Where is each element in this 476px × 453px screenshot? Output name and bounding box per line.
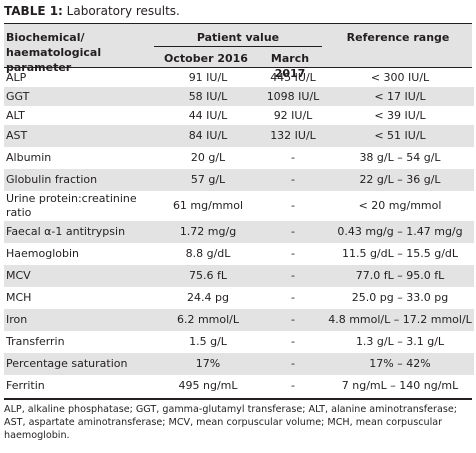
patient-value-header: Patient value: [196, 31, 280, 44]
parameter-cell: Percentage saturation: [4, 353, 156, 375]
table-row: Faecal α-1 antitrypsin 1.72 mg/g -0.43 mg/…: [4, 221, 474, 243]
reference-range-cell: 25.0 pg – 33.0 pg: [351, 291, 449, 304]
march-value-cell: -: [291, 291, 295, 304]
parameter-cell: AST: [4, 125, 156, 147]
parameter-cell: Urine protein:creatinine ratio: [6, 192, 137, 219]
table-row: Urine protein:creatinine ratio 61 mg/mmol…: [4, 191, 474, 221]
october-value-cell: 495 ng/mL: [178, 379, 238, 392]
october-value-cell: 1.5 g/L: [189, 335, 227, 348]
caption-text: Laboratory results.: [62, 4, 180, 18]
table-row: Albumin 20 g/L - 38 g/L – 54 g/L: [4, 147, 474, 169]
october-value-cell: 24.4 pg: [187, 291, 229, 304]
parameter-cell: ALP: [6, 70, 27, 84]
march-value-cell: 92 IU/L: [273, 108, 313, 122]
table-row: GGT 58 IU/L 1098 IU/L < 17 IU/L: [4, 87, 474, 106]
table-footnote: ALP, alkaline phosphatase; GGT, gamma-gl…: [4, 404, 458, 441]
march-value-cell: -: [291, 247, 295, 260]
march-value-cell: -: [291, 199, 295, 212]
table-row: Haemoglobin 8.8 g/dL - 11.5 g/dL – 15.5 g/d…: [4, 243, 474, 265]
reference-range-cell: 22 g/L – 36 g/L: [326, 169, 474, 191]
october-value-cell: 75.6 fL: [156, 265, 260, 287]
reference-range-cell: 1.3 g/L – 3.1 g/L: [355, 335, 445, 348]
october-value-cell: 6.2 mmol/L: [156, 309, 260, 331]
reference-range-cell: < 51 IU/L: [326, 125, 474, 147]
march-value-cell: -: [260, 265, 326, 287]
parameter-cell: Haemoglobin: [6, 247, 80, 260]
table-row: ALP 91 IU/L 445 IU/L < 300 IU/L: [4, 68, 474, 87]
march-value-cell: 132 IU/L: [260, 125, 326, 147]
parameter-cell: MCV: [4, 265, 156, 287]
table-header: Biochemical/ haematological parameter Pa…: [4, 24, 472, 80]
march-value-cell: -: [291, 151, 295, 164]
parameter-cell: Transferrin: [6, 335, 65, 348]
reference-range-cell: 38 g/L – 54 g/L: [359, 151, 441, 164]
reference-range-cell: 11.5 g/dL – 15.5 g/dL: [341, 247, 459, 260]
parameter-cell: ALT: [6, 108, 25, 122]
reference-range-cell: 7 ng/mL – 140 ng/mL: [341, 379, 459, 392]
table-row: Iron 6.2 mmol/L -4.8 mmol/L – 17.2 mmol/L: [4, 309, 474, 331]
parameter-cell: MCH: [6, 291, 32, 304]
reference-range-cell: < 300 IU/L: [370, 70, 430, 84]
reference-range-cell: < 20 mg/mmol: [358, 199, 442, 212]
table-caption: TABLE 1: Laboratory results.: [4, 3, 180, 19]
table-row: AST 84 IU/L 132 IU/L < 51 IU/L: [4, 125, 474, 147]
table-row: MCV 75.6 fL -77.0 fL – 95.0 fL: [4, 265, 474, 287]
parameter-cell: Albumin: [6, 151, 52, 164]
march-value-cell: -: [260, 353, 326, 375]
march-2017-header: March 2017: [270, 52, 310, 80]
table-row: Ferritin 495 ng/mL - 7 ng/mL – 140 ng/mL: [4, 375, 474, 397]
october-value-cell: 58 IU/L: [156, 87, 260, 106]
march-value-cell: -: [291, 335, 295, 348]
reference-range-cell: 17% – 42%: [326, 353, 474, 375]
october-value-cell: 57 g/L: [156, 169, 260, 191]
october-value-cell: 17%: [156, 353, 260, 375]
october-2016-header: October 2016: [164, 52, 248, 65]
reference-range-cell: < 39 IU/L: [374, 108, 426, 122]
top-rule: [4, 23, 472, 25]
patient-value-underline: [154, 46, 322, 47]
table-row: Globulin fraction 57 g/L -22 g/L – 36 g/L: [4, 169, 474, 191]
table-row: ALT 44 IU/L 92 IU/L < 39 IU/L: [4, 106, 474, 125]
reference-range-header: Reference range: [346, 31, 450, 44]
reference-range-cell: 0.43 mg/g – 1.47 mg/g: [326, 221, 474, 243]
october-value-cell: 8.8 g/dL: [185, 247, 231, 260]
october-value-cell: 20 g/L: [190, 151, 226, 164]
march-value-cell: -: [260, 169, 326, 191]
header-rule: [4, 67, 472, 68]
march-value-cell: -: [260, 309, 326, 331]
param-header: Biochemical/ haematological parameter: [6, 31, 102, 74]
october-value-cell: 61 mg/mmol: [172, 199, 244, 212]
october-value-cell: 44 IU/L: [188, 108, 228, 122]
march-value-cell: -: [291, 379, 295, 392]
parameter-cell: Iron: [4, 309, 156, 331]
march-value-cell: 445 IU/L: [270, 70, 316, 84]
october-value-cell: 91 IU/L: [188, 70, 228, 84]
table-row: MCH 24.4 pg - 25.0 pg – 33.0 pg: [4, 287, 474, 309]
march-value-cell: -: [260, 221, 326, 243]
reference-range-cell: 4.8 mmol/L – 17.2 mmol/L: [326, 309, 474, 331]
march-value-cell: 1098 IU/L: [260, 87, 326, 106]
results-table: ALP 91 IU/L 445 IU/L < 300 IU/L GGT 58 IU/L 10…: [4, 68, 474, 397]
parameter-cell: GGT: [4, 87, 156, 106]
table-row: Percentage saturation 17% -17% – 42%: [4, 353, 474, 375]
parameter-cell: Ferritin: [6, 379, 45, 392]
parameter-cell: Globulin fraction: [4, 169, 156, 191]
reference-range-cell: < 17 IU/L: [326, 87, 474, 106]
caption-label: TABLE 1:: [4, 4, 63, 18]
bottom-rule: [4, 398, 472, 400]
october-value-cell: 1.72 mg/g: [156, 221, 260, 243]
october-value-cell: 84 IU/L: [156, 125, 260, 147]
reference-range-cell: 77.0 fL – 95.0 fL: [326, 265, 474, 287]
table-row: Transferrin 1.5 g/L - 1.3 g/L – 3.1 g/L: [4, 331, 474, 353]
parameter-cell: Faecal α-1 antitrypsin: [4, 221, 156, 243]
